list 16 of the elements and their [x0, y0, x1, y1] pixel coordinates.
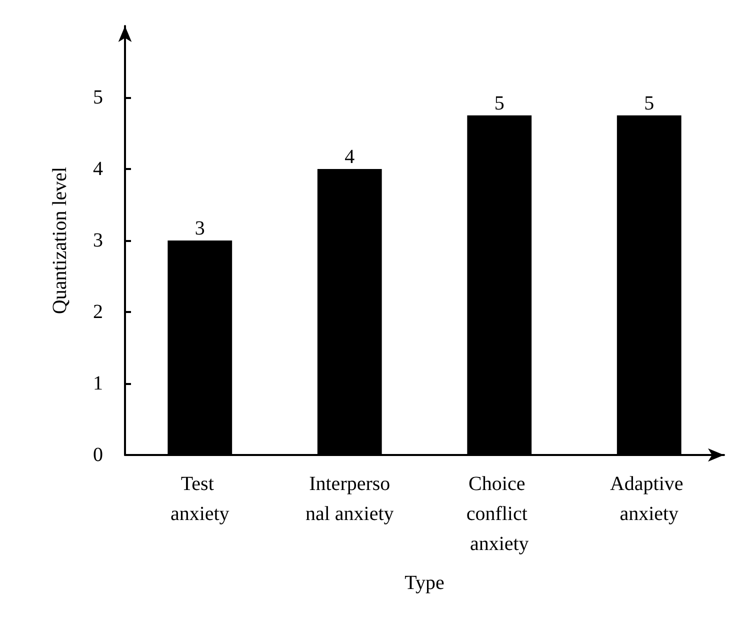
y-tick-label: 4: [93, 158, 103, 180]
data-label: 5: [494, 92, 504, 114]
x-axis-title: Type: [404, 572, 444, 594]
y-tick-label: 2: [93, 301, 103, 323]
y-tick-label: 5: [93, 86, 103, 108]
x-tick-label: Adaptive anxiety: [610, 473, 688, 525]
data-label: 3: [194, 218, 205, 240]
x-tick-label: Test anxiety: [170, 473, 230, 525]
data-label: 4: [344, 146, 355, 168]
y-tick-label: 3: [93, 230, 103, 252]
x-tick-label: Interpersonal anxiety: [305, 473, 394, 525]
x-tick-label: Choice conflict anxiety: [466, 473, 532, 555]
y-axis-title: Quantization level: [49, 166, 71, 314]
data-label: 5: [644, 92, 654, 114]
y-tick-label: 0: [93, 444, 103, 466]
y-tick-label: 1: [93, 372, 103, 394]
